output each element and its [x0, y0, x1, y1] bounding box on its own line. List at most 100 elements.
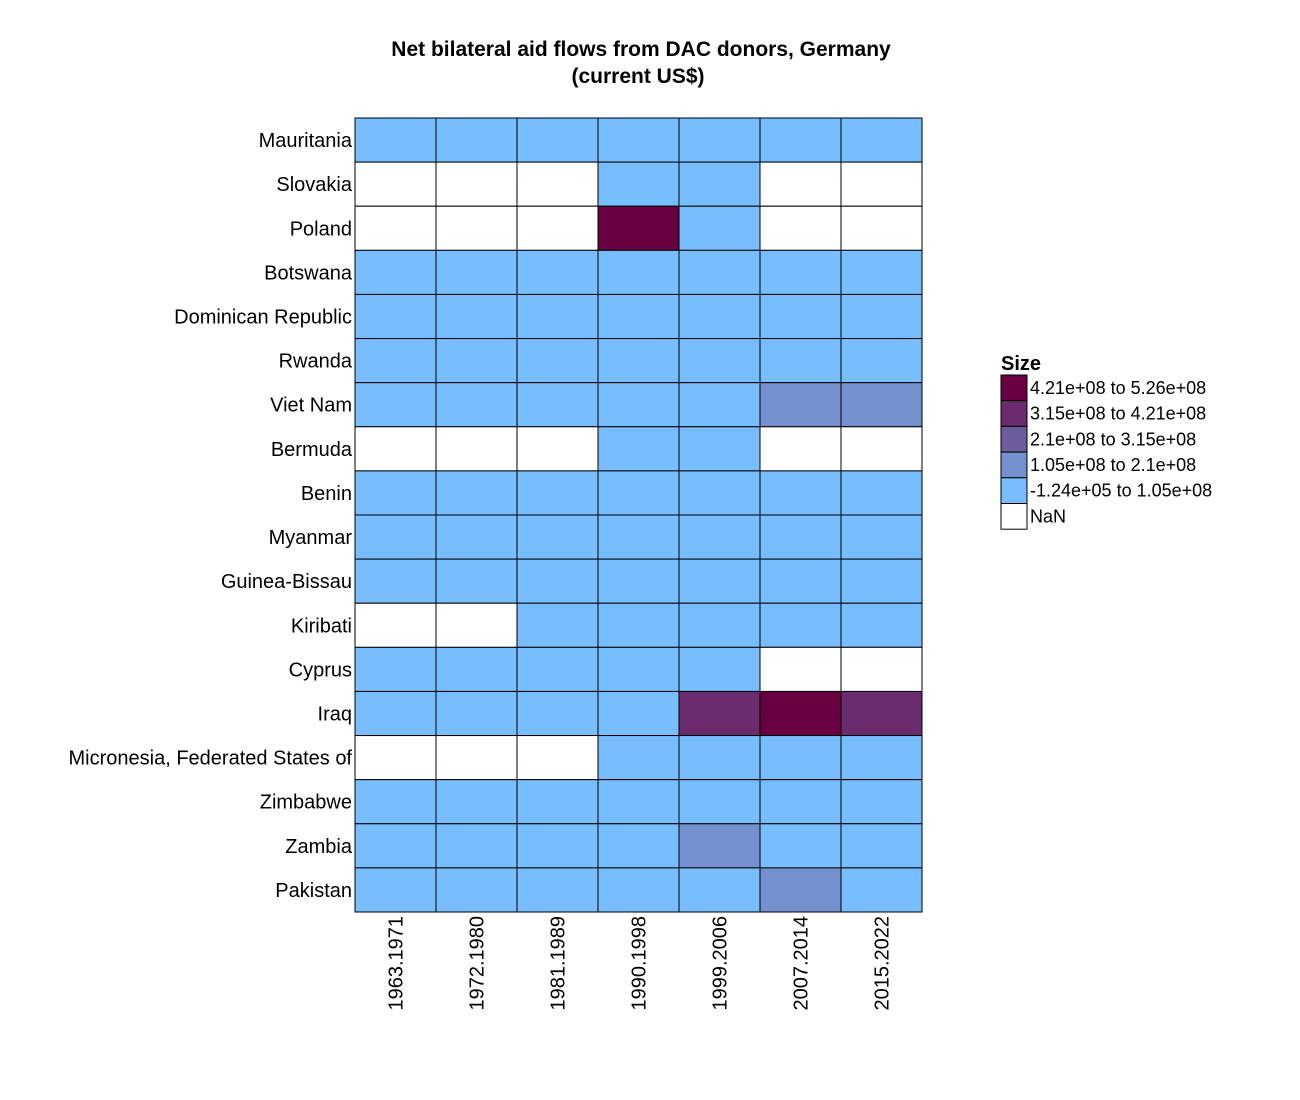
heatmap-cell	[678, 646, 761, 692]
heatmap-cell	[516, 823, 599, 869]
y-tick-label: Slovakia	[276, 174, 352, 196]
x-tick-label: 1990.1998	[629, 916, 651, 1011]
heatmap-cell	[354, 514, 437, 560]
heatmap-cell	[840, 382, 923, 428]
heatmap-cell	[354, 779, 437, 825]
heatmap-cell	[759, 690, 842, 737]
heatmap-cell	[759, 823, 842, 869]
chart-title-line1: Net bilateral aid flows from DAC donors,…	[391, 38, 891, 61]
heatmap-cell	[597, 690, 680, 737]
heatmap-cell	[759, 161, 842, 207]
heatmap-cell	[435, 867, 518, 913]
heatmap-cell	[597, 426, 680, 472]
heatmap-cell	[354, 426, 437, 472]
heatmap-cell	[840, 558, 923, 604]
legend-swatch	[1000, 425, 1028, 453]
heatmap-cell	[840, 470, 923, 516]
heatmap-cell	[516, 558, 599, 604]
heatmap-cell	[759, 470, 842, 516]
x-tick-label: 1981.1989	[548, 916, 570, 1011]
y-tick-label: Cyprus	[289, 659, 352, 681]
heatmap-cell	[840, 161, 923, 207]
heatmap-cell	[354, 293, 437, 340]
legend: Size 4.21e+08 to 5.26e+08 3.15e+08 to 4.2…	[1000, 353, 1212, 530]
heatmap-cell	[354, 161, 437, 207]
heatmap-cell	[759, 382, 842, 428]
y-tick-label: Zimbabwe	[260, 792, 352, 814]
heatmap-cell	[597, 117, 680, 163]
heatmap-cell	[759, 117, 842, 163]
heatmap-cell	[759, 205, 842, 251]
heatmap-cell	[597, 382, 680, 428]
heatmap-cell	[354, 249, 437, 295]
legend-swatch	[1000, 374, 1028, 402]
heatmap-cell	[678, 470, 761, 516]
heatmap-cell	[597, 249, 680, 295]
y-tick-label: Pakistan	[275, 880, 352, 902]
y-tick-label: Iraq	[318, 704, 352, 726]
y-tick-label: Benin	[301, 483, 352, 505]
heatmap-cell	[435, 161, 518, 207]
heatmap-cell	[678, 690, 761, 737]
heatmap-cell	[840, 602, 923, 648]
heatmap-cell	[435, 646, 518, 692]
heatmap-cell	[354, 470, 437, 516]
heatmap-cell	[597, 602, 680, 648]
heatmap-cell	[435, 690, 518, 737]
heatmap-cell	[435, 426, 518, 472]
heatmap-cell	[678, 161, 761, 207]
y-tick-label: Viet Nam	[270, 395, 352, 417]
heatmap-cell	[435, 249, 518, 295]
heatmap-cell	[354, 382, 437, 428]
heatmap-cell	[597, 558, 680, 604]
y-tick-label: Micronesia, Federated States of	[69, 748, 353, 770]
heatmap-cell	[759, 735, 842, 781]
y-tick-label: Mauritania	[259, 130, 353, 152]
heatmap-cell	[516, 646, 599, 692]
y-tick-label: Rwanda	[279, 351, 353, 373]
x-tick-label: 1963.1971	[386, 916, 408, 1011]
heatmap-cell	[435, 205, 518, 251]
heatmap-cell	[678, 823, 761, 869]
heatmap-cell	[759, 602, 842, 648]
heatmap-cell	[678, 514, 761, 560]
x-axis-labels: 1963.1971 1972.1980 1981.1989 1990.1998 1999…	[386, 916, 894, 1011]
chart-title-line2: (current US$)	[571, 65, 704, 88]
heatmap-cell	[354, 646, 437, 692]
y-tick-label: Zambia	[285, 836, 353, 858]
y-tick-label: Guinea-Bissau	[221, 571, 352, 593]
heatmap-cell	[840, 338, 923, 384]
heatmap-cell	[516, 117, 599, 163]
heatmap-cell	[516, 602, 599, 648]
heatmap-cell	[597, 338, 680, 384]
legend-label: 2.1e+08 to 3.15e+08	[1030, 429, 1196, 449]
heatmap-cell	[840, 426, 923, 472]
heatmap-cell	[516, 867, 599, 913]
heatmap-cell	[516, 470, 599, 516]
heatmap-cell	[435, 735, 518, 781]
legend-label: 1.05e+08 to 2.1e+08	[1030, 455, 1196, 475]
y-tick-label: Dominican Republic	[174, 307, 352, 329]
heatmap-cell	[597, 823, 680, 869]
heatmap-cell	[516, 293, 599, 340]
heatmap-cell	[597, 470, 680, 516]
heatmap-cell	[516, 779, 599, 825]
heatmap-cell	[516, 205, 599, 251]
heatmap-cell	[354, 690, 437, 737]
heatmap-cell	[840, 779, 923, 825]
heatmap-cell	[678, 426, 761, 472]
heatmap-cell	[759, 426, 842, 472]
heatmap-cell	[435, 779, 518, 825]
heatmap-cell	[435, 293, 518, 340]
heatmap-cell	[840, 690, 923, 737]
y-tick-label: Botswana	[264, 262, 353, 284]
heatmap-cell	[759, 867, 842, 913]
legend-items: 4.21e+08 to 5.26e+08 3.15e+08 to 4.21e+08…	[1000, 374, 1212, 530]
heatmap-cell	[759, 779, 842, 825]
heatmap-cell	[516, 249, 599, 295]
heatmap-cell	[354, 867, 437, 913]
heatmap-cell	[840, 735, 923, 781]
heatmap-cell	[435, 382, 518, 428]
heatmap-cell	[435, 338, 518, 384]
